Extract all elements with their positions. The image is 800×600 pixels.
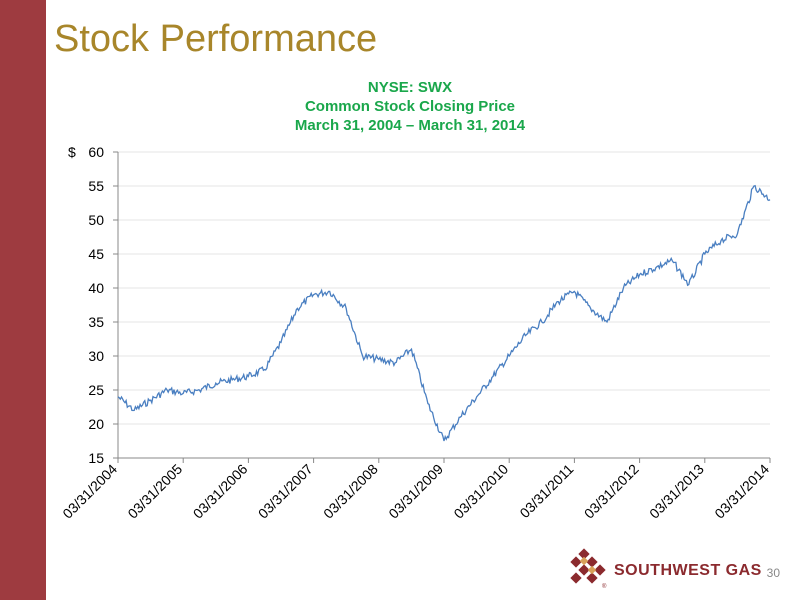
x-tick-label: 03/31/2007 <box>255 461 316 522</box>
y-axis-currency-label: $ <box>68 144 76 160</box>
x-tick-label: 03/31/2004 <box>59 461 120 522</box>
y-tick-label: 45 <box>88 246 104 262</box>
chart-axes <box>117 152 770 459</box>
side-accent-bar <box>0 0 46 600</box>
y-tick-label: 35 <box>88 314 104 330</box>
x-tick-label: 03/31/2008 <box>320 461 381 522</box>
registered-mark: ® <box>602 584 607 590</box>
x-tick-label: 03/31/2006 <box>190 461 251 522</box>
x-tick-label: 03/31/2013 <box>646 461 707 522</box>
y-tick-label: 15 <box>88 450 104 466</box>
flame-mark-icon <box>570 548 606 584</box>
y-tick-label: 60 <box>88 144 104 160</box>
x-tick-label: 03/31/2010 <box>450 461 511 522</box>
chart-grid <box>118 151 770 459</box>
y-tick-label: 40 <box>88 280 104 296</box>
x-tick-label: 03/31/2014 <box>711 461 772 522</box>
slide-title: Stock Performance <box>54 18 378 60</box>
x-tick-label: 03/31/2011 <box>516 461 576 521</box>
chart-subtitle: Common Stock Closing Price <box>304 98 516 115</box>
logo-text: SOUTHWEST GAS <box>614 562 762 579</box>
chart-title: NYSE: SWX <box>367 79 453 96</box>
closing-price-line <box>117 184 771 442</box>
y-tick-label: 50 <box>88 212 104 228</box>
company-logo: ® SOUTHWEST GAS <box>566 548 761 592</box>
y-tick-label: 55 <box>88 178 104 194</box>
x-tick-label: 03/31/2009 <box>385 461 446 522</box>
x-tick-label: 03/31/2005 <box>124 461 185 522</box>
chart-header: NYSE: SWX Common Stock Closing Price Mar… <box>120 78 700 135</box>
y-tick-label: 20 <box>88 416 104 432</box>
y-tick-label: 30 <box>88 348 104 364</box>
chart-date-range: March 31, 2004 – March 31, 2014 <box>294 117 526 134</box>
y-tick-label: 25 <box>88 382 104 398</box>
x-tick-label: 03/31/2012 <box>581 461 642 522</box>
page-number: 30 <box>766 566 780 580</box>
x-axis-ticks: 03/31/2004 03/31/2005 03/31/2006 03/31/2007… <box>59 458 772 522</box>
y-axis-ticks: 60 55 50 45 40 35 30 25 20 15 <box>88 144 118 466</box>
